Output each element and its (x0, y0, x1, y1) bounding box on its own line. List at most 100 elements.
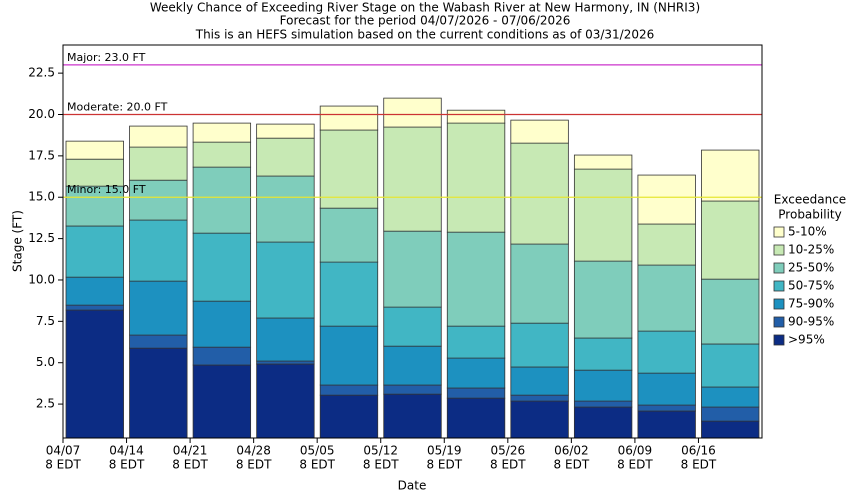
bar-segment (701, 278, 760, 345)
bar-segment (383, 230, 442, 308)
y-tick-label: 7.5 (36, 314, 55, 328)
bar-segment (446, 357, 506, 389)
x-tick-label: 06/16 (681, 444, 716, 458)
chart-subtitle: Forecast for the period 04/07/2026 - 07/… (280, 14, 571, 28)
y-tick-label: 20.0 (28, 107, 55, 121)
x-tick-sublabel: 8 EDT (299, 458, 335, 472)
bar-segment (319, 207, 379, 263)
x-tick-label: 06/02 (554, 444, 589, 458)
bar-segment (192, 166, 252, 234)
legend-label: >95% (788, 333, 825, 347)
x-tick-sublabel: 8 EDT (109, 458, 145, 472)
bar-segment (129, 125, 188, 148)
bar-segment (319, 384, 379, 396)
bar-segment (65, 304, 124, 311)
bar-segment (446, 397, 506, 439)
bar-segment (510, 322, 569, 368)
bar-segment (129, 219, 188, 282)
bar-segment (383, 126, 442, 232)
legend-swatch (773, 334, 785, 346)
legend-title: Probability (778, 208, 841, 222)
bar-segment (256, 123, 315, 139)
bar-segment (573, 154, 633, 170)
bar-segment (510, 394, 569, 402)
bar-segment (192, 300, 252, 348)
threshold-label: Moderate: 20.0 FT (67, 100, 168, 113)
x-axis-label: Date (398, 479, 427, 493)
y-tick-label: 22.5 (28, 66, 55, 80)
bar-segment (129, 347, 188, 439)
bar-segment (65, 309, 124, 439)
legend-label: 25-50% (788, 261, 834, 275)
x-tick-label: 05/12 (363, 444, 398, 458)
threshold-label: Major: 23.0 FT (67, 51, 146, 64)
bar-segment (192, 122, 252, 143)
bar-segment (701, 406, 760, 422)
bar-segment (701, 149, 760, 202)
bar-segment (192, 141, 252, 168)
bar-segment (319, 105, 379, 131)
bar-segment (637, 330, 696, 374)
legend-swatch (773, 280, 785, 292)
bar-segment (510, 142, 569, 245)
x-tick-label: 05/26 (491, 444, 526, 458)
legend-label: 10-25% (788, 243, 834, 257)
bar-segment (65, 225, 124, 278)
bar-segment (383, 345, 442, 386)
y-tick-label: 12.5 (28, 231, 55, 245)
y-tick-label: 15.0 (28, 190, 55, 204)
x-tick-sublabel: 8 EDT (172, 458, 208, 472)
bar-segment (637, 174, 696, 225)
bar-segment (510, 119, 569, 144)
bar-segment (446, 122, 506, 233)
bar-segment (256, 175, 315, 243)
x-tick-label: 04/07 (46, 444, 81, 458)
y-axis-label: Stage (FT) (11, 210, 25, 272)
bar-segment (129, 280, 188, 336)
bar-segment (573, 406, 633, 439)
bar-segment (573, 369, 633, 402)
y-tick-label: 2.5 (36, 397, 55, 411)
bar-segment (446, 231, 506, 327)
chart-title: Weekly Chance of Exceeding River Stage o… (150, 1, 700, 15)
bar-segment (65, 185, 124, 227)
bar-segment (446, 387, 506, 399)
legend-label: 50-75% (788, 279, 834, 293)
x-tick-sublabel: 8 EDT (681, 458, 717, 472)
bar-segment (319, 261, 379, 327)
bar-segment (637, 223, 696, 266)
bar-segment (319, 394, 379, 439)
bar-segment (573, 168, 633, 262)
legend-label: 90-95% (788, 315, 834, 329)
y-tick-label: 5.0 (36, 355, 55, 369)
y-tick-label: 10.0 (28, 272, 55, 286)
bar-segment (319, 325, 379, 386)
x-tick-sublabel: 8 EDT (426, 458, 462, 472)
bar-segment (446, 109, 506, 124)
x-tick-label: 04/28 (236, 444, 271, 458)
x-tick-label: 04/21 (173, 444, 208, 458)
bar-segment (701, 343, 760, 388)
bar-segment (637, 410, 696, 439)
legend-swatch (773, 226, 785, 238)
legend-swatch (773, 298, 785, 310)
x-tick-label: 05/19 (427, 444, 462, 458)
x-tick-label: 05/05 (300, 444, 335, 458)
x-tick-sublabel: 8 EDT (617, 458, 653, 472)
bar-segment (256, 137, 315, 177)
bar-segment (383, 393, 442, 439)
bar-segment (65, 140, 124, 160)
bar-segment (510, 366, 569, 396)
legend-label: 5-10% (788, 225, 827, 239)
threshold-label: Minor: 15.0 FT (67, 183, 146, 196)
bar-segment (446, 325, 506, 359)
bar-segment (192, 232, 252, 302)
legend-swatch (773, 244, 785, 256)
bar-segment (383, 97, 442, 128)
bar-segment (510, 243, 569, 324)
x-tick-sublabel: 8 EDT (363, 458, 399, 472)
legend-label: 75-90% (788, 297, 834, 311)
x-tick-label: 04/14 (109, 444, 144, 458)
bar-segment (637, 264, 696, 332)
